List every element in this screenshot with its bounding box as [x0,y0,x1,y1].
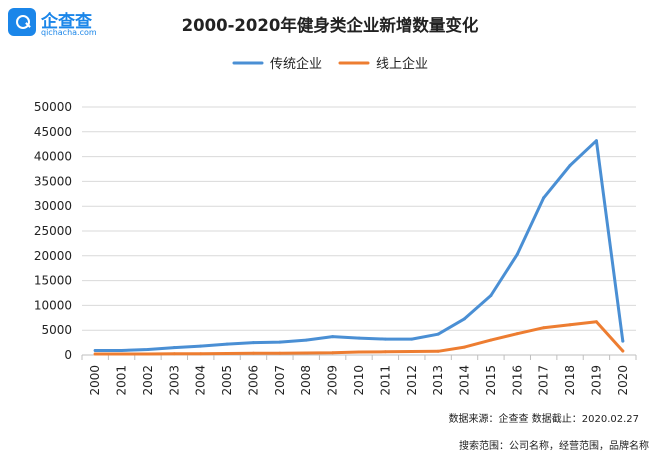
data-point [436,349,440,353]
y-tick-label: 30000 [34,199,72,213]
data-point [357,336,361,340]
data-point [489,338,493,342]
x-tick-label: 2016 [510,365,524,396]
data-point [410,350,414,354]
x-tick-label: 2018 [563,365,577,396]
y-tick-label: 35000 [34,174,72,188]
data-point [120,352,124,356]
logo-domain: qichacha.com [41,28,97,37]
y-tick-label: 5000 [41,323,72,337]
data-point [621,339,625,343]
x-axis: 2000 2001 2002 2003 2004 2005 2006 2007 2008 2009… [81,354,637,396]
x-tick-label: 2000 [88,365,102,396]
data-point [410,337,414,341]
data-point [199,352,203,356]
chart-title: 2000-2020年健身类企业新增数量变化 [182,15,479,35]
data-source-note: 数据来源：企查查 数据截止：2020.02.27 [448,414,639,425]
x-tick-label: 2013 [431,365,445,396]
data-point [594,320,598,324]
x-tick-label: 2008 [299,365,313,396]
x-tick-label: 2001 [115,365,129,396]
data-point [331,351,335,355]
data-point [542,326,546,330]
x-tick-label: 2015 [484,365,498,396]
data-point [463,345,467,349]
data-point [515,252,519,256]
magnifier-icon [8,8,36,36]
data-point [489,293,493,297]
legend-label: 传统企业 [270,56,322,72]
x-tick-label: 2009 [326,365,340,396]
data-point [542,196,546,200]
data-point [199,344,203,348]
legend-label: 线上企业 [376,56,428,72]
grid-lines [82,106,636,331]
data-point [93,352,97,356]
data-point [278,340,282,344]
data-point [251,351,255,355]
data-point [304,338,308,342]
y-tick-label: 0 [64,348,72,362]
x-tick-label: 2017 [537,365,551,396]
data-point [463,317,467,321]
y-tick-label: 15000 [34,274,72,288]
data-point [93,349,97,353]
data-point [357,350,361,354]
x-tick-label: 2003 [167,365,181,396]
x-tick-label: 2010 [352,365,366,396]
y-tick-label: 20000 [34,249,72,263]
y-tick-label: 45000 [34,125,72,139]
x-tick-label: 2007 [273,365,287,396]
y-axis: 0 5000 10000 15000 20000 25000 30000 35000 40000… [34,100,72,362]
data-point [225,352,229,356]
y-tick-label: 25000 [34,224,72,238]
data-point [278,351,282,355]
search-scope-note: 搜索范围：公司名称，经营范围，品牌名称 [459,441,649,452]
data-point [515,332,519,336]
data-point [304,351,308,355]
x-tick-label: 2002 [141,365,155,396]
logo: 企查查 qichacha.com [8,6,104,40]
data-point [383,337,387,341]
x-tick-label: 2019 [589,365,603,396]
legend: 传统企业 线上企业 [232,56,428,72]
data-point [568,164,572,168]
y-tick-label: 50000 [34,100,72,114]
y-tick-label: 40000 [34,150,72,164]
data-point [621,349,625,353]
data-point [172,352,176,356]
y-tick-label: 10000 [34,298,72,312]
x-tick-label: 2012 [405,365,419,396]
data-point [251,341,255,345]
series-line-1 [93,139,625,352]
x-tick-label: 2014 [458,365,472,396]
x-tick-label: 2011 [378,365,392,396]
x-tick-label: 2004 [194,365,208,396]
data-point [383,350,387,354]
data-point [331,335,335,339]
x-tick-label: 2020 [616,365,630,396]
x-tick-label: 2005 [220,365,234,396]
data-point [436,332,440,336]
data-point [225,342,229,346]
series-lines [93,139,625,356]
data-point [568,323,572,327]
data-point [120,349,124,353]
data-point [146,352,150,356]
x-tick-label: 2006 [246,365,260,396]
data-point [172,346,176,350]
data-point [146,348,150,352]
logo-name: 企查查 [41,12,92,32]
data-point [594,139,598,143]
